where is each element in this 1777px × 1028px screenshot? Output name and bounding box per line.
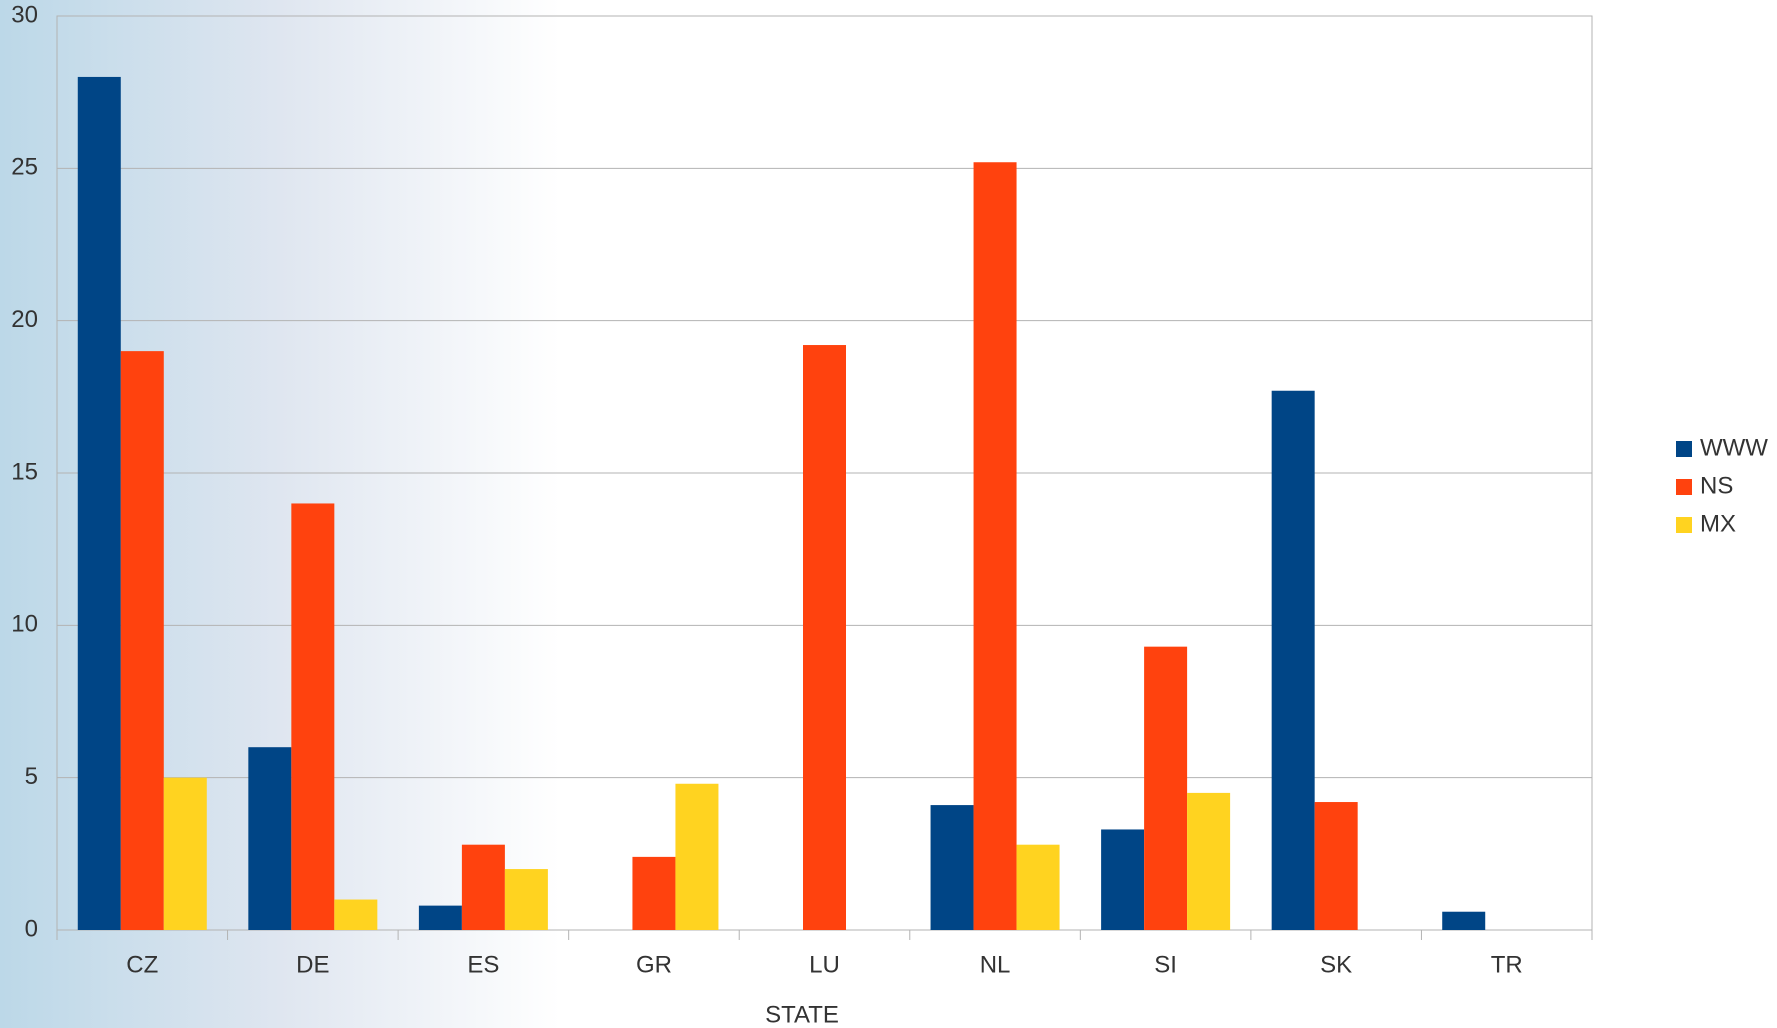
- bar: [675, 783, 719, 930]
- bar: [77, 76, 121, 930]
- legend-swatch: [1676, 441, 1692, 457]
- bar: [163, 777, 207, 930]
- y-tick-label: 20: [11, 306, 38, 333]
- bar: [334, 899, 378, 930]
- bar: [1144, 646, 1188, 930]
- bar: [1314, 802, 1358, 930]
- x-tick-label: CZ: [126, 951, 158, 978]
- y-tick-label: 30: [11, 1, 38, 28]
- x-tick-label: ES: [467, 951, 499, 978]
- legend-swatch: [1676, 479, 1692, 495]
- bar: [120, 351, 164, 931]
- y-tick-label: 25: [11, 154, 38, 181]
- y-tick-label: 5: [25, 763, 38, 790]
- bar: [1101, 829, 1145, 930]
- x-tick-label: NL: [980, 951, 1011, 978]
- bar: [248, 747, 292, 930]
- bar: [291, 503, 335, 930]
- x-tick-label: DE: [296, 951, 329, 978]
- x-tick-label: SI: [1154, 951, 1177, 978]
- x-tick-label: LU: [809, 951, 840, 978]
- bar: [973, 162, 1017, 931]
- bar: [1187, 792, 1231, 930]
- bar: [504, 869, 548, 930]
- bar: [930, 805, 974, 930]
- y-tick-label: 15: [11, 458, 38, 485]
- bar: [1016, 844, 1060, 930]
- bar: [461, 844, 505, 930]
- bar: [418, 905, 462, 930]
- bar: [803, 345, 846, 930]
- legend-swatch: [1676, 517, 1692, 533]
- x-tick-label: SK: [1320, 951, 1352, 978]
- x-axis-title: STATE: [765, 1001, 839, 1028]
- bar: [632, 856, 676, 930]
- legend-label: WWW: [1700, 434, 1768, 461]
- legend-label: NS: [1700, 472, 1733, 499]
- bar: [1271, 390, 1315, 930]
- bar: [1442, 911, 1486, 930]
- x-tick-label: GR: [636, 951, 672, 978]
- legend-label: MX: [1700, 510, 1736, 537]
- y-tick-label: 10: [11, 611, 38, 638]
- y-tick-label: 0: [25, 915, 38, 942]
- x-tick-label: TR: [1491, 951, 1523, 978]
